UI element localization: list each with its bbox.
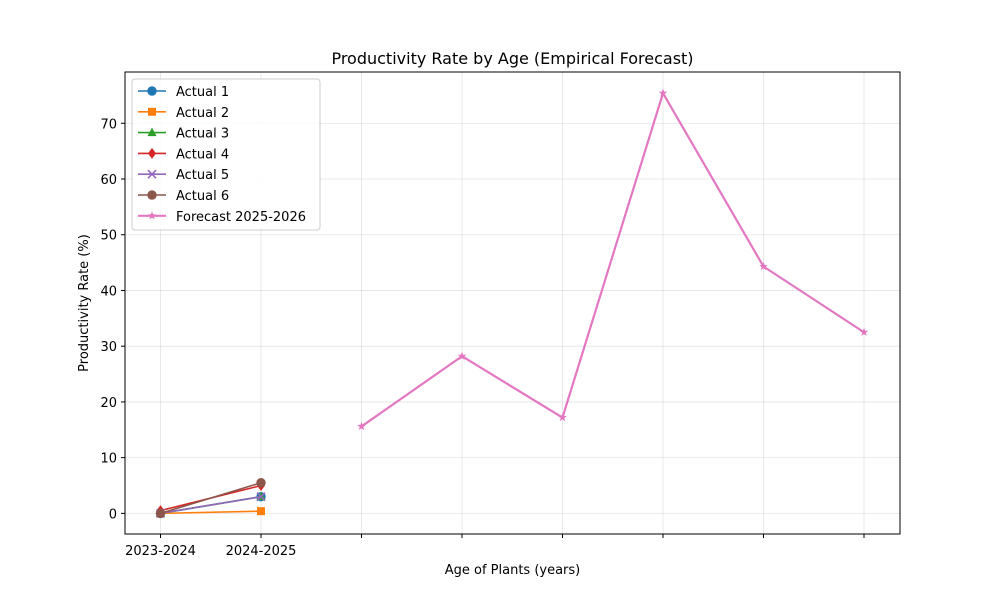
y-axis-label: Productivity Rate (%) xyxy=(77,234,92,372)
y-tick-label: 20 xyxy=(100,396,117,411)
legend-marker xyxy=(147,169,157,179)
y-tick-label: 30 xyxy=(100,340,117,355)
y-tick-label: 10 xyxy=(100,452,117,467)
series-line xyxy=(160,510,262,515)
legend-marker xyxy=(148,147,156,159)
legend-label: Actual 6 xyxy=(176,189,229,204)
plot-frame xyxy=(124,71,901,535)
y-tick-label: 70 xyxy=(100,117,117,132)
legend-marker xyxy=(147,211,157,220)
data-point xyxy=(357,421,366,431)
x-tick-label: 2024-2025 xyxy=(226,544,297,559)
series-layer xyxy=(155,88,869,519)
legend-label: Actual 1 xyxy=(176,85,229,100)
series-7 xyxy=(357,88,869,431)
data-point xyxy=(256,478,266,488)
legend-item: Actual 2 xyxy=(138,106,229,121)
legend-item: Actual 6 xyxy=(138,189,229,204)
data-point xyxy=(457,351,467,360)
data-point xyxy=(558,413,567,422)
data-point xyxy=(256,492,266,502)
y-tick-label: 50 xyxy=(100,229,117,244)
series-2 xyxy=(156,507,265,518)
y-tick-label: 60 xyxy=(100,173,117,188)
axes: 0 10 20 30 40 50 60 70 2023-2024 2024-2025 xyxy=(100,117,865,559)
data-point xyxy=(658,88,668,97)
y-tick-label: 40 xyxy=(100,284,117,299)
series-6 xyxy=(155,478,266,519)
x-axis-label: Age of Plants (years) xyxy=(445,563,581,578)
y-tick-label: 0 xyxy=(109,507,117,522)
legend: Actual 1 Actual 2 Actual 3 Actual 4 Actual 5… xyxy=(131,78,321,231)
data-point xyxy=(759,262,768,271)
legend-item: Actual 4 xyxy=(138,147,229,162)
legend-label: Actual 5 xyxy=(176,168,229,183)
legend-marker xyxy=(148,107,156,116)
legend-item: Forecast 2025-2026 xyxy=(138,210,306,225)
legend-label: Actual 4 xyxy=(176,147,229,162)
legend-marker xyxy=(147,190,157,200)
x-tick-label: 2023-2024 xyxy=(125,544,196,559)
series-line xyxy=(360,92,865,428)
series-line xyxy=(160,481,262,515)
legend-marker xyxy=(147,127,157,137)
legend-item: Actual 5 xyxy=(138,168,229,183)
series-line xyxy=(160,495,262,515)
chart-title: Productivity Rate by Age (Empirical Fore… xyxy=(331,49,693,68)
legend-box xyxy=(131,78,321,231)
data-point xyxy=(155,508,166,519)
legend-label: Actual 3 xyxy=(176,127,229,142)
grid xyxy=(125,72,900,534)
legend-item: Actual 3 xyxy=(138,127,229,142)
legend-item: Actual 1 xyxy=(138,85,229,100)
data-point xyxy=(257,507,265,516)
data-point xyxy=(859,327,869,336)
legend-label: Forecast 2025-2026 xyxy=(176,210,306,225)
legend-marker xyxy=(147,86,157,96)
legend-label: Actual 2 xyxy=(176,106,229,121)
